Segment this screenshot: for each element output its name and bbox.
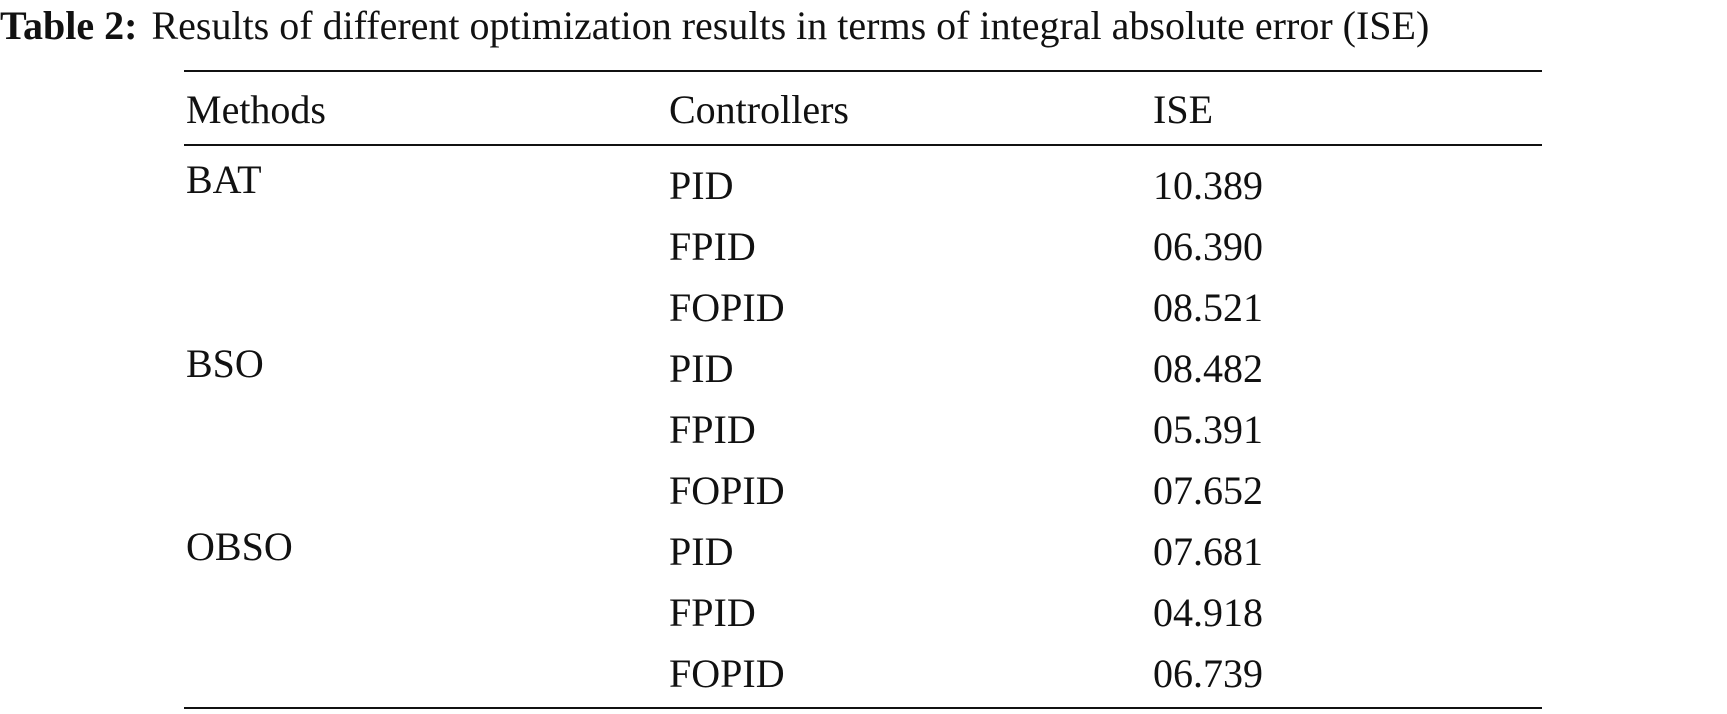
table-bottom-rule	[184, 707, 1542, 709]
header-ise: ISE	[1153, 87, 1213, 132]
header-methods: Methods	[186, 87, 326, 132]
table-row-1-method: BAT	[186, 157, 262, 202]
table-top-rule	[184, 70, 1542, 72]
table-caption-label: Table 2:	[0, 3, 138, 48]
table-row-4-controller: PID	[669, 346, 734, 391]
table-row-9-ise: 06.739	[1153, 651, 1263, 696]
header-controllers: Controllers	[669, 87, 849, 132]
table-header-rule	[184, 144, 1542, 146]
table-row-7-ise: 07.681	[1153, 529, 1263, 574]
table-row-3-ise: 08.521	[1153, 285, 1263, 330]
table-row-8-controller: FPID	[669, 590, 756, 635]
table-row-4-ise: 08.482	[1153, 346, 1263, 391]
table-row-5-ise: 05.391	[1153, 407, 1263, 452]
table-row-6-controller: FOPID	[669, 468, 785, 513]
table-row-4-method: BSO	[186, 341, 264, 386]
table-row-2-ise: 06.390	[1153, 224, 1263, 269]
table-row-1-ise: 10.389	[1153, 163, 1263, 208]
table-row-5-controller: FPID	[669, 407, 756, 452]
table-row-2-controller: FPID	[669, 224, 756, 269]
table-row-6-ise: 07.652	[1153, 468, 1263, 513]
table-row-1-controller: PID	[669, 163, 734, 208]
table-caption-text: Results of different optimization result…	[151, 3, 1430, 48]
table-row-7-method: OBSO	[186, 524, 293, 569]
table-caption: Table 2: Results of different optimizatio…	[0, 0, 1727, 52]
table-row-9-controller: FOPID	[669, 651, 785, 696]
table-row-3-controller: FOPID	[669, 285, 785, 330]
table-row-7-controller: PID	[669, 529, 734, 574]
table-row-8-ise: 04.918	[1153, 590, 1263, 635]
